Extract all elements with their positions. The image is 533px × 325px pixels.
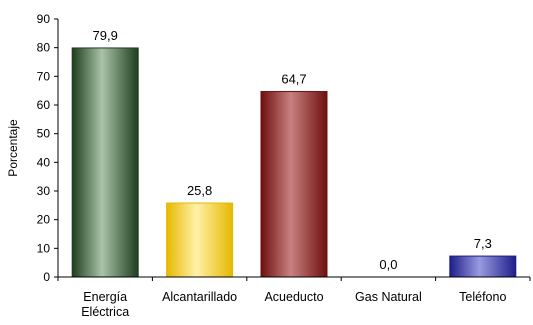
y-tick-label: 10 (37, 241, 51, 255)
bar (71, 47, 139, 278)
data-label: 79,9 (93, 28, 118, 43)
y-tick-label: 40 (37, 155, 51, 169)
data-label: 0,0 (379, 257, 397, 272)
bars: 79,9 25,8 64,7 0,0 7,3 (71, 28, 517, 278)
y-tick-label: 0 (43, 270, 50, 284)
bar (260, 91, 328, 278)
y-tick-label: 50 (37, 127, 51, 141)
y-tick-label: 20 (37, 213, 51, 227)
data-label: 25,8 (187, 183, 212, 198)
y-tick-label: 80 (37, 41, 51, 55)
data-label: 7,3 (474, 236, 492, 251)
y-tick-label: 70 (37, 69, 51, 83)
bar (166, 202, 234, 278)
y-tick-label: 60 (37, 98, 51, 112)
x-tick-label: Gas Natural (355, 290, 422, 304)
y-tick-label: 90 (37, 12, 51, 26)
x-tick-label: Energía (83, 290, 127, 304)
x-tick-label: Eléctrica (81, 305, 129, 319)
y-axis: 0 10 20 30 40 50 60 70 80 90 (37, 12, 59, 284)
x-tick-label: Teléfono (459, 290, 506, 304)
bar (449, 255, 517, 278)
y-axis-label: Porcentaje (6, 119, 20, 177)
x-tick-label: Alcantarillado (162, 290, 237, 304)
x-tick-label: Acueducto (264, 290, 323, 304)
data-label: 64,7 (281, 72, 306, 87)
y-tick-label: 30 (37, 184, 51, 198)
